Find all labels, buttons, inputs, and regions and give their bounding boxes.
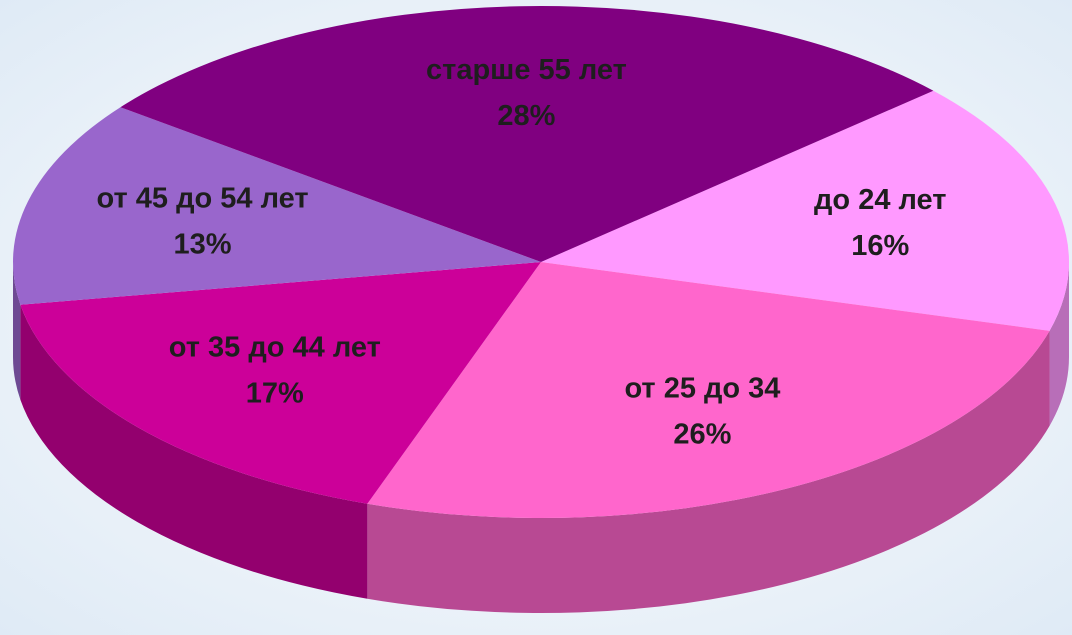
slice-label: старше 55 лет [426,54,627,86]
slice-label: от 35 до 44 лет [169,332,381,364]
pie-side [1049,262,1069,426]
slice-value-label: 16% [851,230,909,262]
pie-side [13,262,21,400]
pie-slice [120,6,934,262]
pie-slice [12,107,541,305]
pie-side [367,330,1050,613]
pie-slice [20,262,541,504]
slice-value-label: 26% [673,418,731,450]
slice-label: от 45 до 54 лет [97,182,309,214]
pie-slice [541,90,1069,331]
pie-slice [367,262,1050,518]
slice-value-label: 28% [497,100,555,132]
slice-value-label: 13% [174,228,232,260]
slice-value-label: 17% [246,378,304,410]
slice-label: от 25 до 34 [624,372,780,404]
slice-label: до 24 лет [814,184,946,216]
pie-side [20,304,368,599]
